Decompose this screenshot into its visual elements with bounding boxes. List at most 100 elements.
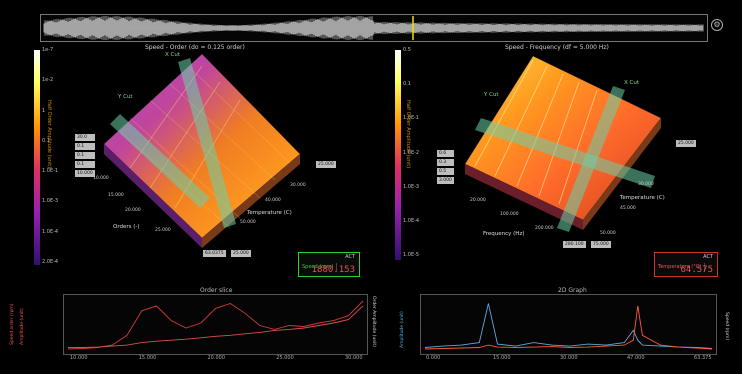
speed-readout-label: Speed (rpm)	[299, 263, 338, 271]
left-tag: 0.1	[75, 161, 95, 168]
graph-2d-panel[interactable]	[420, 294, 717, 355]
order-slice-chart	[67, 300, 364, 350]
left-colorbar-tick: 1.0E-1	[42, 168, 59, 175]
right-colorbar-tick: 1.0E-4	[403, 217, 420, 224]
left-y-cut-label: Y Cut	[118, 94, 133, 100]
temperature-readout[interactable]: Temperature (°C) ACT 64.575	[654, 252, 718, 277]
right-temp-axis-label: Temperature (C)	[620, 195, 665, 201]
left-tag: 0.1	[75, 152, 95, 159]
order-slice-x-tick: 30.000	[345, 355, 363, 361]
graph-2d-title: 2D Graph	[558, 287, 587, 294]
order-slice-x-tick: 15.000	[138, 355, 157, 361]
right-tag: 3.000	[437, 177, 454, 184]
right-harmonic-lines	[474, 59, 598, 205]
right-y-cut-plane[interactable]	[475, 118, 655, 188]
right-colorbar-tick: 1.0E-5	[403, 252, 420, 258]
left-colorbar-tick: 1e-2	[42, 77, 54, 84]
waveform-svg	[43, 16, 704, 40]
settings-icon[interactable]: ⚙	[711, 19, 723, 31]
order-slice-x-tick: 25.000	[276, 355, 294, 361]
left-surface-side	[104, 144, 202, 248]
right-x-cut-label: X Cut	[624, 80, 639, 86]
right-tag-right: 25.000	[676, 140, 696, 147]
right-colorbar	[395, 50, 401, 260]
left-colorbar-tick: 0.1	[42, 137, 50, 144]
left-order-tick: 15.000	[108, 193, 124, 198]
graph-2d-x-tick: 47.000	[627, 355, 645, 361]
speed-readout[interactable]: Speed (rpm) ACT 1880.153	[298, 252, 360, 277]
left-tag: 0.1	[75, 143, 95, 150]
right-temp-tick: 30.000	[638, 182, 654, 187]
left-orders-axis-label: Orders (-)	[113, 224, 140, 230]
right-tag: 0.5	[437, 168, 454, 175]
left-plot-title: Speed - Order (do = 0.125 order)	[145, 44, 245, 51]
right-freq-tick: 20.000	[470, 198, 486, 203]
right-colorbar-tick: 0.1	[403, 81, 411, 88]
left-colorbar	[34, 50, 40, 265]
right-tag: 0.6	[437, 150, 454, 157]
bl-right-label: Order Amplitude (unit)	[371, 296, 376, 347]
right-y-cut-label: Y Cut	[484, 92, 499, 98]
order-slice-title: Order slice	[200, 287, 233, 294]
waveform-overview[interactable]	[40, 14, 708, 42]
graph-2d-x-tick: 15.000	[493, 355, 511, 361]
left-temp-axis-label: Temperature (C)	[247, 210, 292, 216]
order-slice-x-tick: 10.000	[70, 355, 88, 361]
br-right-label: Speed (rpm)	[724, 312, 729, 341]
right-colorbar-tick: 1.0E-2	[403, 149, 420, 156]
right-tag-bottom: 280.100	[563, 241, 586, 248]
right-plot-title: Speed - Frequency (df = 5.000 Hz)	[505, 44, 609, 51]
left-colorbar-tick: 1e-7	[42, 47, 54, 53]
right-3d-surface[interactable]	[455, 48, 695, 248]
left-tag: 10.000	[75, 170, 95, 177]
speed-readout-value: 1880.153	[311, 265, 355, 275]
left-cut-tags: 30.0 0.1 0.1 0.1 10.000	[75, 134, 95, 177]
left-temp-tick: 50.000	[240, 220, 256, 225]
graph-2d-chart	[424, 303, 713, 350]
right-colorbar-tick: 1.0E-3	[403, 183, 420, 190]
brChart-series-1	[424, 305, 713, 350]
temperature-readout-act: ACT	[703, 254, 713, 260]
brChart-series-0	[424, 303, 713, 349]
bl-y-label-2: Amplitude (unit)	[20, 308, 25, 345]
left-colorbar-tick: 1.0E-4	[42, 228, 59, 235]
blChart-series-0	[67, 300, 364, 350]
right-temp-tick: 50.000	[600, 231, 616, 236]
br-y-label-1: Amplitude (unit)	[400, 311, 405, 348]
bl-y-label-1: Speed order (rpm)	[10, 303, 15, 345]
graph-2d-x-tick: 30.000	[560, 355, 578, 361]
left-tag-bottom: 63.0375	[203, 250, 226, 257]
right-freq-tick: 100.000	[500, 212, 519, 217]
left-colorbar-label: Half Order Amplitude (unit)	[46, 100, 52, 169]
left-colorbar-tick: 1.0E-3	[42, 198, 59, 205]
left-temp-tick: 30.000	[290, 183, 306, 188]
waveform-trace	[43, 16, 704, 40]
left-order-tick: 25.000	[155, 228, 171, 233]
graph-2d-x-tick: 63.375	[694, 355, 712, 361]
left-y-cut-plane[interactable]	[110, 114, 210, 208]
graph-2d-x-tick: 0.000	[426, 355, 441, 361]
left-tag-bottom: 25.000	[231, 250, 251, 257]
right-colorbar-tick: 1.0E-1	[403, 115, 420, 122]
right-tag-bottom: 75.000	[591, 241, 611, 248]
right-cut-tags: 0.6 0.3 0.5 3.000	[437, 150, 454, 184]
speed-readout-act: ACT	[345, 254, 355, 260]
right-temp-tick: 45.000	[620, 206, 636, 211]
left-colorbar-tick: 2.0E-4	[42, 259, 59, 265]
left-tag-right: 25.000	[316, 161, 336, 168]
right-freq-axis-label: Frequency (Hz)	[483, 231, 525, 237]
right-surface-side	[465, 164, 583, 230]
left-colorbar-tick: 1	[42, 107, 46, 114]
left-x-cut-plane[interactable]	[178, 58, 236, 228]
order-slice-panel[interactable]	[63, 294, 368, 355]
right-x-cut-plane[interactable]	[557, 86, 625, 232]
order-slice-x-tick: 20.000	[207, 355, 226, 361]
blChart-series-1	[68, 305, 364, 348]
left-3d-surface[interactable]	[90, 48, 325, 263]
right-colorbar-tick: 0.5	[403, 47, 411, 53]
temperature-readout-label: Temperature (°C)	[655, 263, 706, 271]
left-tag: 30.0	[75, 134, 95, 141]
temperature-readout-value: 64.575	[680, 265, 713, 275]
left-temp-tick: 40.000	[265, 198, 281, 203]
left-order-tick: 10.000	[93, 176, 109, 181]
